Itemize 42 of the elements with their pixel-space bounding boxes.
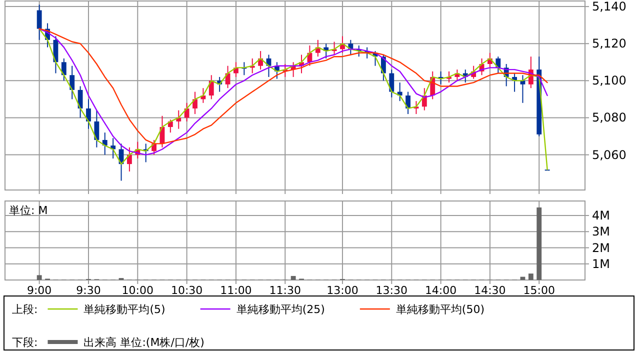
candlestick — [208, 74, 214, 100]
bar — [36, 275, 42, 280]
x-tick-label: 9:00 — [26, 284, 52, 297]
y-tick-label: 5,080 — [592, 110, 626, 125]
y-tick-label: 5,140 — [592, 0, 626, 14]
candlestick — [389, 69, 394, 98]
x-tick-label: 15:00 — [523, 284, 555, 297]
legend-label: 単純移動平均(5) — [84, 303, 166, 316]
candlestick — [184, 102, 190, 122]
legend-title: 上段: — [12, 303, 38, 316]
bar — [528, 274, 534, 280]
x-tick-label: 13:00 — [326, 284, 358, 297]
bar — [536, 207, 542, 280]
x-tick-label: 9:30 — [76, 284, 101, 297]
x-tick-label: 13:30 — [376, 284, 408, 297]
candlestick — [86, 98, 91, 130]
candlestick — [70, 65, 75, 100]
legend-title: 下段: — [12, 336, 38, 349]
candlestick — [36, 4, 42, 40]
x-tick-label: 10:30 — [170, 284, 203, 297]
y-tick-label: 1M — [592, 256, 610, 271]
x-tick-label: 14:00 — [424, 284, 457, 297]
y-tick-label: 4M — [592, 208, 610, 223]
y-tick-label: 2M — [592, 240, 610, 255]
candlestick — [61, 58, 66, 82]
y-tick-label: 5,100 — [592, 74, 626, 88]
candlestick — [78, 86, 83, 118]
x-tick-label: 11:00 — [220, 284, 252, 297]
x-tick-label: 11:30 — [269, 284, 301, 297]
bar — [290, 276, 296, 280]
candlestick — [126, 146, 132, 172]
candlestick — [94, 110, 100, 148]
x-tick-label: 14:30 — [474, 284, 506, 297]
legend-label: 単純移動平均(50) — [396, 303, 484, 316]
candlestick — [192, 91, 198, 115]
legend-label: 出来高 単位:(M株/口/枚) — [84, 336, 204, 349]
y-tick-label: 5,120 — [592, 36, 626, 51]
x-tick-label: 10:00 — [122, 284, 154, 297]
annotation: 単位: M — [9, 204, 48, 217]
y-tick-label: 3M — [592, 224, 610, 239]
legend-label: 単純移動平均(25) — [236, 303, 325, 316]
y-tick-label: 5,060 — [592, 148, 626, 162]
